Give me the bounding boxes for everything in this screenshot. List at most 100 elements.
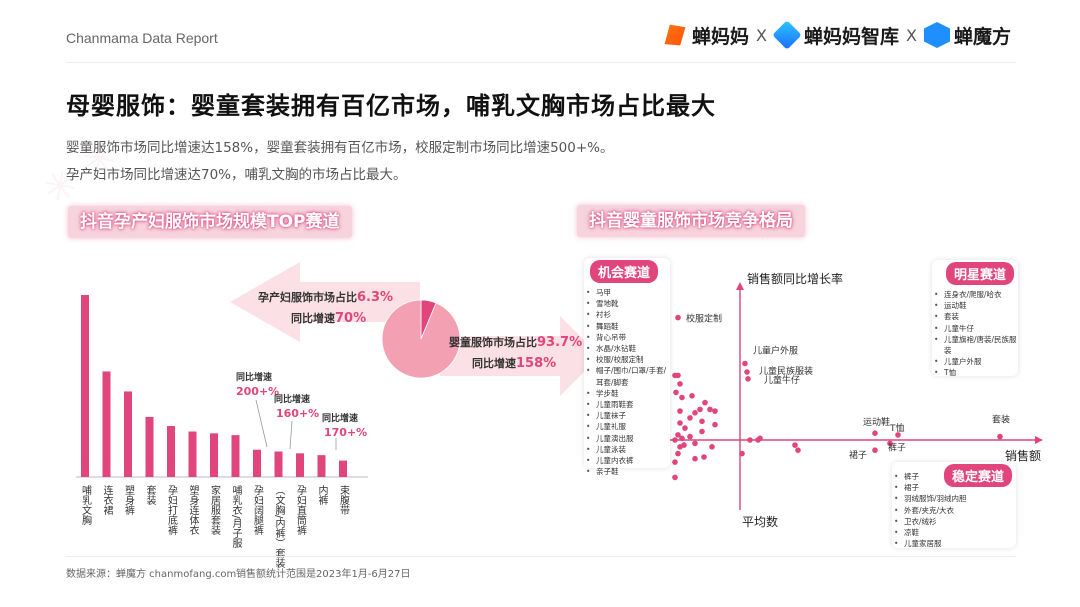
bar-category-label: （文胸/内裤）套装 xyxy=(273,485,285,569)
quadrant-list-item: 儿童雨鞋套 xyxy=(584,399,670,410)
bar xyxy=(167,426,175,477)
scatter-point xyxy=(673,389,679,396)
scatter-point-labeled xyxy=(742,360,748,367)
annotation-label: 同比增速 xyxy=(236,373,273,383)
scatter-point-labeled xyxy=(675,314,681,321)
report-label: Chanmama Data Report xyxy=(66,30,218,46)
bar-category-label: 孕妇阔腿裤 xyxy=(252,485,264,536)
scatter-point xyxy=(692,455,698,462)
scatter-point xyxy=(672,459,678,465)
logo-chanmama: 蝉妈妈 xyxy=(662,22,749,49)
scatter-point xyxy=(672,437,678,443)
quadrant-list-item: 外套/夹克/大衣 xyxy=(892,505,1016,516)
star-quadrant-box: 明星赛道 连身衣/爬服/哈衣运动鞋套装儿童牛仔儿童旗袍/唐装/民族服装儿童户外服… xyxy=(932,260,1018,379)
quadrant-list-item: 帽子/围巾/口罩/手套/耳套/脚套 xyxy=(584,365,670,387)
bar xyxy=(339,460,347,477)
scatter-point xyxy=(712,421,718,428)
quadrant-list-item: 衬衫 xyxy=(584,309,670,320)
scatter-point xyxy=(747,437,753,443)
infant-share-callout: 婴童服饰市场占比93.7% xyxy=(449,335,583,350)
scatter-point xyxy=(679,435,685,442)
bar-series xyxy=(81,295,347,477)
bar xyxy=(253,449,261,477)
quadrant-list-item: 凉鞋 xyxy=(892,527,1016,538)
maternal-share-callout: 孕产妇服饰市场占比6.3% xyxy=(258,290,394,305)
scatter-point xyxy=(697,406,703,413)
quadrant-list-item: 儿童演出服 xyxy=(584,433,670,444)
scatter-point xyxy=(675,450,681,457)
bar xyxy=(145,416,154,477)
scatter-points xyxy=(672,314,1003,481)
scatter-point xyxy=(687,433,693,440)
scatter-point-label: 儿童户外服 xyxy=(753,345,798,357)
star-title: 明星赛道 xyxy=(946,262,1015,285)
quadrant-list-item: 羽绒服饰/羽绒内胆 xyxy=(892,493,1016,504)
scatter-point-labeled xyxy=(872,430,878,437)
opportunity-list: 马甲雪地靴衬衫舞蹈鞋背心吊带水晶/水钻鞋校服/校服定制帽子/围巾/口罩/手套/耳… xyxy=(584,287,670,478)
scatter-point xyxy=(677,444,683,450)
annotation-value: 160+% xyxy=(276,407,320,420)
scatter-point-label: 校服定制 xyxy=(686,313,722,325)
logo-separator: X xyxy=(906,25,917,45)
star-list: 连身衣/爬服/哈衣运动鞋套装儿童牛仔儿童旗袍/唐装/民族服装儿童户外服T恤 xyxy=(932,289,1018,379)
logo-separator: X xyxy=(756,25,767,45)
quadrant-list-item: 儿童泳装 xyxy=(584,444,670,455)
scatter-point xyxy=(707,406,713,413)
scatter-point xyxy=(712,408,718,414)
scatter-point xyxy=(682,425,688,431)
bar-labels: 哺乳文胸 连衣裙 塑身裤 套装 孕妇打底裤 塑身连体衣 家居服套装 哺乳衣/月子服 孕妇阔腿裤 （… xyxy=(80,484,350,569)
bar-category-label: 孕妇直筒裤 xyxy=(295,485,307,536)
stable-quadrant-box: 稳定赛道 裤子裙子羽绒服饰/羽绒内胆外套/夹克/大衣卫衣/绒衫凉鞋儿童家居服 xyxy=(892,462,1016,550)
quadrant-list-item: 连身衣/爬服/哈衣 xyxy=(932,289,1018,300)
quadrant-list-item: 裤子 xyxy=(892,471,1016,482)
scatter-point xyxy=(701,454,707,460)
scatter-point-labeled xyxy=(997,433,1003,440)
bar-category-label: 孕妇打底裤 xyxy=(166,485,178,536)
scatter-point-labeled xyxy=(745,376,751,382)
maternal-growth-callout: 同比增速70% xyxy=(291,311,367,326)
bar xyxy=(102,371,111,477)
footer-divider xyxy=(66,556,1016,557)
quadrant-list-item: 裙子 xyxy=(892,482,1016,493)
scatter-point-labeled xyxy=(744,369,750,375)
scatter-point xyxy=(709,444,715,450)
description-line-1: 婴童服饰市场同比增速达158%，婴童套装拥有百亿市场，校服定制市场同比增速500… xyxy=(66,140,614,156)
description-line-2: 孕产妇市场同比增速达70%，哺乳文胸的市场占比最大。 xyxy=(66,167,407,183)
scatter-point-labeled xyxy=(887,440,893,447)
scatter-point xyxy=(675,432,681,438)
scatter-point xyxy=(672,474,678,481)
infant-growth-callout: 同比增速158% xyxy=(472,356,557,371)
scatter-point xyxy=(739,450,745,457)
bar-category-label: 塑身裤 xyxy=(123,485,135,516)
scatter-point xyxy=(792,442,798,448)
scatter-point xyxy=(689,393,695,399)
scatter-point xyxy=(675,372,681,379)
quadrant-list-item: 儿童礼服 xyxy=(584,421,670,432)
pie-slice xyxy=(381,299,461,379)
bar-category-label: 哺乳衣/月子服 xyxy=(230,484,242,549)
scatter-point xyxy=(677,381,683,387)
scatter-point xyxy=(677,420,683,426)
quadrant-list-item: 儿童袜子 xyxy=(584,410,670,421)
bar xyxy=(274,451,283,477)
opportunity-quadrant-box: 机会赛道 马甲雪地靴衬衫舞蹈鞋背心吊带水晶/水钻鞋校服/校服定制帽子/围巾/口罩… xyxy=(584,258,670,478)
scatter-point xyxy=(699,418,705,425)
y-axis-label: 销售额同比增长率 xyxy=(747,272,844,286)
scatter-point xyxy=(692,440,698,447)
bar-category-label: 束腹带 xyxy=(338,485,350,516)
scatter-point-label: 儿童牛仔 xyxy=(764,374,800,386)
x-axis-label: 销售额 xyxy=(1005,449,1042,463)
scatter-point-label: 儿童民族服装 xyxy=(759,365,813,377)
quadrant-list-item: 套装 xyxy=(932,311,1018,322)
bar xyxy=(124,391,132,477)
header-divider xyxy=(66,62,1016,63)
quadrant-list-item: 儿童牛仔 xyxy=(932,323,1018,334)
right-arrow-shape xyxy=(440,316,600,396)
scatter-point xyxy=(699,428,705,435)
bar-category-label: 套装 xyxy=(144,484,156,506)
footer-range: 销售额统计范围是2023年1月-6月27日 xyxy=(236,569,411,580)
quadrant-list-item: 儿童户外服 xyxy=(932,356,1018,367)
bar xyxy=(296,453,304,477)
logo-chanmofang: 蝉魔方 xyxy=(923,22,1011,49)
